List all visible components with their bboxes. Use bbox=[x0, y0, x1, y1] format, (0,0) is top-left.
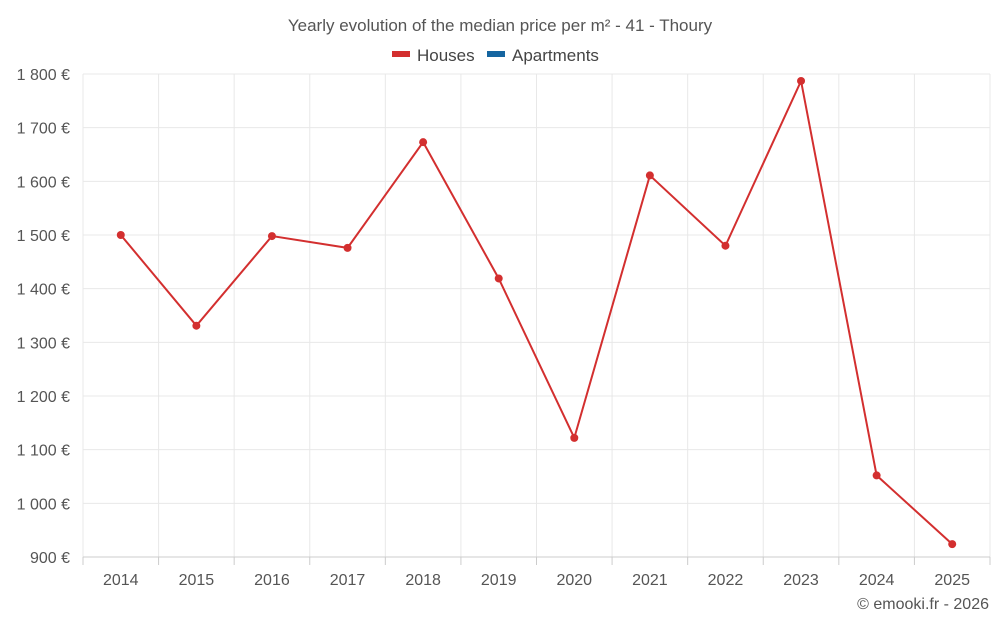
data-point[interactable] bbox=[797, 76, 806, 85]
x-tick-label: 2016 bbox=[254, 572, 290, 589]
y-tick-label: 1 000 € bbox=[17, 496, 70, 513]
data-point[interactable] bbox=[192, 321, 201, 330]
data-point[interactable] bbox=[494, 274, 503, 283]
legend-item-apartments[interactable]: Apartments bbox=[487, 46, 599, 65]
legend-item-houses[interactable]: Houses bbox=[392, 46, 475, 65]
x-tick-label: 2021 bbox=[632, 572, 668, 589]
x-tick-label: 2025 bbox=[934, 572, 970, 589]
data-point[interactable] bbox=[948, 540, 957, 549]
data-point[interactable] bbox=[419, 138, 428, 147]
x-tick-label: 2019 bbox=[481, 572, 517, 589]
legend-label-apartments: Apartments bbox=[512, 46, 599, 65]
y-tick-label: 1 700 € bbox=[17, 121, 70, 138]
data-point[interactable] bbox=[570, 433, 579, 442]
legend-swatch-apartments bbox=[487, 51, 505, 57]
x-tick-label: 2023 bbox=[783, 572, 819, 589]
data-point[interactable] bbox=[267, 232, 276, 241]
series bbox=[116, 76, 957, 549]
y-tick-label: 1 800 € bbox=[17, 67, 70, 84]
y-tick-label: 1 100 € bbox=[17, 443, 70, 460]
data-point[interactable] bbox=[645, 171, 654, 180]
x-tick-label: 2014 bbox=[103, 572, 139, 589]
chart-title: Yearly evolution of the median price per… bbox=[288, 16, 713, 35]
x-tick-label: 2018 bbox=[405, 572, 441, 589]
data-point[interactable] bbox=[872, 471, 881, 480]
y-tick-label: 1 300 € bbox=[17, 335, 70, 352]
y-tick-label: 900 € bbox=[30, 550, 70, 567]
y-tick-label: 1 200 € bbox=[17, 389, 70, 406]
legend-swatch-houses bbox=[392, 51, 410, 57]
series-line-houses bbox=[120, 77, 953, 545]
y-tick-label: 1 600 € bbox=[17, 174, 70, 191]
data-point[interactable] bbox=[721, 241, 730, 250]
y-tick-label: 1 400 € bbox=[17, 282, 70, 299]
y-tick-label: 1 500 € bbox=[17, 228, 70, 245]
grid bbox=[82, 73, 991, 557]
data-point[interactable] bbox=[343, 243, 352, 252]
legend: Houses Apartments bbox=[392, 46, 599, 65]
x-tick-label: 2022 bbox=[708, 572, 744, 589]
x-tick-label: 2024 bbox=[859, 572, 895, 589]
data-point[interactable] bbox=[116, 231, 125, 239]
credit: © emooki.fr - 2026 bbox=[857, 596, 989, 613]
x-tick-label: 2017 bbox=[330, 572, 366, 589]
axes: 900 € 1 000 € 1 100 € 1 200 € 1 300 € 1 400 €… bbox=[17, 67, 991, 589]
x-tick-label: 2020 bbox=[556, 572, 592, 589]
x-tick-label: 2015 bbox=[179, 572, 215, 589]
legend-label-houses: Houses bbox=[417, 46, 475, 65]
